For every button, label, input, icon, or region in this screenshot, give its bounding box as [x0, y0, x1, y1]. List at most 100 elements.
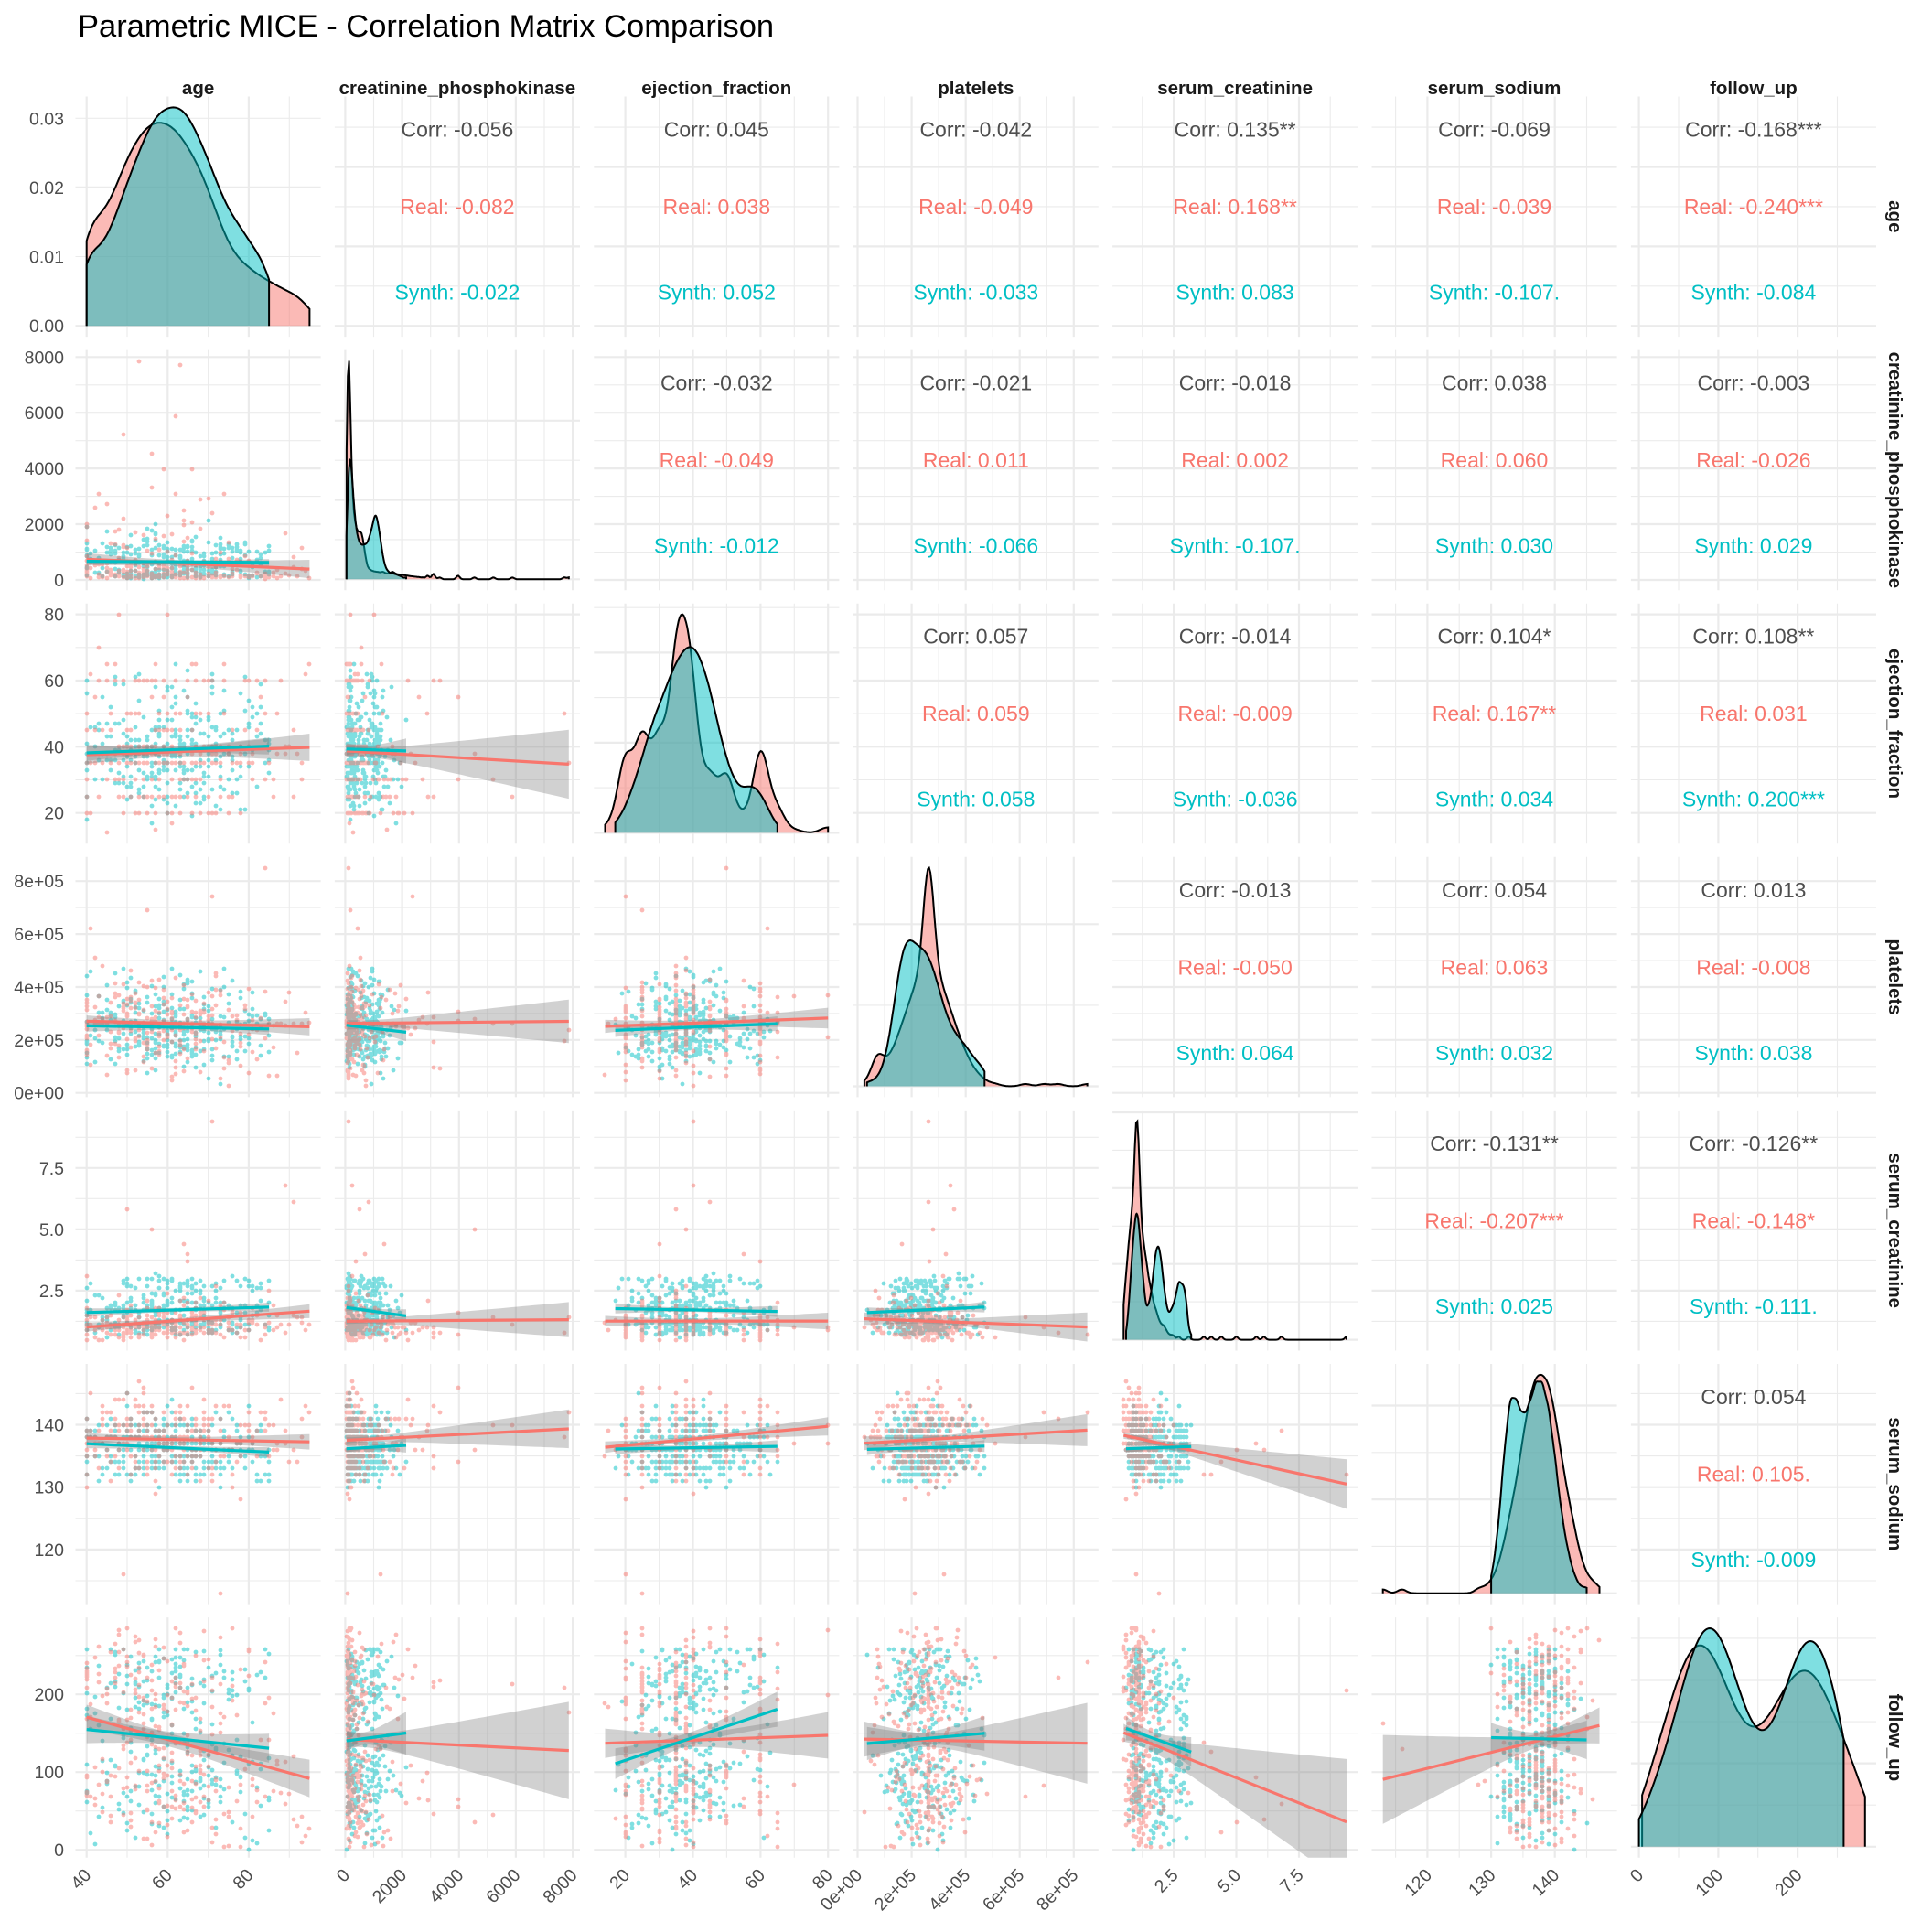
svg-text:Real: 0.063: Real: 0.063 — [1441, 955, 1549, 979]
svg-text:4000: 4000 — [25, 459, 65, 479]
svg-text:age: age — [182, 78, 214, 99]
svg-text:Corr: 0.104*: Corr: 0.104* — [1437, 625, 1551, 649]
svg-text:Real: 0.038: Real: 0.038 — [662, 195, 770, 219]
svg-text:age: age — [1884, 200, 1905, 232]
svg-text:7.5: 7.5 — [39, 1159, 64, 1179]
svg-text:0.02: 0.02 — [29, 178, 64, 199]
svg-text:Synth: 0.200***: Synth: 0.200*** — [1682, 788, 1825, 811]
svg-text:Corr: 0.054: Corr: 0.054 — [1442, 878, 1547, 902]
svg-text:Real: -0.148*: Real: -0.148* — [1692, 1208, 1815, 1232]
svg-text:Real: -0.026: Real: -0.026 — [1696, 448, 1810, 472]
svg-text:130: 130 — [34, 1478, 64, 1498]
svg-text:Synth: -0.012: Synth: -0.012 — [654, 534, 779, 558]
svg-text:Synth: -0.022: Synth: -0.022 — [394, 281, 520, 305]
svg-text:serum_sodium: serum_sodium — [1884, 1417, 1905, 1551]
svg-text:Corr: -0.032: Corr: -0.032 — [660, 371, 773, 395]
svg-text:follow_up: follow_up — [1884, 1694, 1905, 1782]
svg-text:Real: -0.207***: Real: -0.207*** — [1424, 1208, 1563, 1232]
svg-text:platelets: platelets — [938, 78, 1014, 99]
svg-text:Synth: -0.107.: Synth: -0.107. — [1169, 534, 1300, 558]
svg-text:Synth: 0.058: Synth: 0.058 — [917, 788, 1035, 811]
svg-text:0.01: 0.01 — [29, 248, 64, 268]
svg-text:Real: -0.049: Real: -0.049 — [918, 195, 1033, 219]
svg-text:Synth: 0.030: Synth: 0.030 — [1435, 534, 1553, 558]
svg-text:0: 0 — [54, 571, 64, 591]
svg-text:Corr: -0.018: Corr: -0.018 — [1179, 371, 1292, 395]
svg-text:140: 140 — [34, 1416, 64, 1436]
svg-text:Real: 0.167**: Real: 0.167** — [1433, 702, 1557, 725]
svg-text:8000: 8000 — [25, 348, 65, 368]
svg-text:Real: 0.168**: Real: 0.168** — [1173, 195, 1297, 219]
svg-text:40: 40 — [44, 737, 64, 757]
svg-text:2e+05: 2e+05 — [14, 1031, 64, 1051]
svg-text:ejection_fraction: ejection_fraction — [1884, 649, 1905, 799]
svg-text:4e+05: 4e+05 — [14, 978, 64, 998]
svg-text:0e+00: 0e+00 — [14, 1084, 64, 1104]
svg-text:6e+05: 6e+05 — [14, 925, 64, 945]
svg-text:Corr: -0.069: Corr: -0.069 — [1438, 118, 1551, 142]
svg-text:100: 100 — [34, 1763, 64, 1783]
svg-text:Real: 0.002: Real: 0.002 — [1181, 448, 1289, 472]
svg-text:0.03: 0.03 — [29, 109, 64, 129]
svg-text:Real: -0.009: Real: -0.009 — [1177, 702, 1292, 725]
svg-text:0: 0 — [54, 1841, 64, 1861]
svg-text:Synth: -0.009: Synth: -0.009 — [1690, 1548, 1816, 1572]
svg-text:Corr: -0.168***: Corr: -0.168*** — [1685, 118, 1822, 142]
svg-text:platelets: platelets — [1884, 939, 1905, 1015]
svg-text:6000: 6000 — [25, 403, 65, 424]
svg-text:20: 20 — [44, 804, 64, 824]
svg-text:Real: -0.049: Real: -0.049 — [660, 448, 774, 472]
svg-text:Synth: -0.107.: Synth: -0.107. — [1429, 281, 1560, 305]
svg-text:60: 60 — [44, 671, 64, 692]
svg-text:Synth: 0.064: Synth: 0.064 — [1176, 1041, 1294, 1065]
svg-text:Synth: 0.032: Synth: 0.032 — [1435, 1041, 1553, 1065]
svg-text:Corr: -0.013: Corr: -0.013 — [1179, 878, 1292, 902]
svg-text:Real: 0.011: Real: 0.011 — [923, 448, 1029, 472]
svg-text:Real: 0.060: Real: 0.060 — [1441, 448, 1549, 472]
svg-text:Corr: 0.013: Corr: 0.013 — [1701, 878, 1806, 902]
svg-text:Synth: 0.025: Synth: 0.025 — [1435, 1294, 1553, 1318]
svg-text:200: 200 — [34, 1685, 64, 1705]
svg-text:2000: 2000 — [25, 515, 65, 535]
svg-text:Corr: -0.131**: Corr: -0.131** — [1430, 1132, 1559, 1155]
svg-text:Synth: -0.084: Synth: -0.084 — [1690, 281, 1816, 305]
svg-text:Real: 0.059: Real: 0.059 — [922, 702, 1030, 725]
svg-text:Synth: 0.052: Synth: 0.052 — [658, 281, 776, 305]
svg-text:ejection_fraction: ejection_fraction — [641, 78, 791, 99]
svg-text:Corr: -0.014: Corr: -0.014 — [1179, 625, 1292, 649]
svg-text:Real: -0.082: Real: -0.082 — [400, 195, 514, 219]
svg-text:Corr: -0.056: Corr: -0.056 — [402, 118, 514, 142]
svg-text:Synth: -0.111.: Synth: -0.111. — [1690, 1294, 1818, 1318]
svg-text:Real: -0.039: Real: -0.039 — [1437, 195, 1551, 219]
svg-text:serum_creatinine: serum_creatinine — [1884, 1153, 1905, 1308]
svg-text:serum_sodium: serum_sodium — [1428, 78, 1562, 99]
svg-text:creatinine_phosphokinase: creatinine_phosphokinase — [339, 78, 576, 99]
svg-text:Synth: 0.038: Synth: 0.038 — [1694, 1041, 1812, 1065]
svg-text:5.0: 5.0 — [39, 1220, 64, 1240]
svg-text:serum_creatinine: serum_creatinine — [1157, 78, 1313, 99]
svg-text:Real: -0.050: Real: -0.050 — [1177, 955, 1292, 979]
svg-text:Corr: 0.038: Corr: 0.038 — [1442, 371, 1547, 395]
svg-text:2.5: 2.5 — [39, 1282, 64, 1302]
svg-text:Real: -0.008: Real: -0.008 — [1696, 955, 1810, 979]
svg-text:Parametric MICE - Correlation: Parametric MICE - Correlation Matrix Com… — [78, 9, 774, 44]
svg-text:Real: 0.031: Real: 0.031 — [1700, 702, 1808, 725]
svg-text:8e+05: 8e+05 — [14, 872, 64, 892]
svg-text:Corr: 0.108**: Corr: 0.108** — [1692, 625, 1814, 649]
svg-text:creatinine_phosphokinase: creatinine_phosphokinase — [1884, 352, 1905, 589]
svg-text:Real: -0.240***: Real: -0.240*** — [1684, 195, 1823, 219]
svg-text:Corr: -0.021: Corr: -0.021 — [919, 371, 1032, 395]
svg-text:Corr: -0.126**: Corr: -0.126** — [1690, 1132, 1819, 1155]
svg-text:Synth: -0.036: Synth: -0.036 — [1173, 788, 1298, 811]
svg-text:Corr: -0.042: Corr: -0.042 — [919, 118, 1032, 142]
svg-text:Corr: -0.003: Corr: -0.003 — [1698, 371, 1810, 395]
svg-text:Synth: -0.033: Synth: -0.033 — [913, 281, 1038, 305]
svg-text:Corr: 0.057: Corr: 0.057 — [923, 625, 1028, 649]
svg-text:Corr: 0.045: Corr: 0.045 — [664, 118, 769, 142]
svg-text:Synth: 0.083: Synth: 0.083 — [1176, 281, 1294, 305]
svg-text:120: 120 — [34, 1540, 64, 1561]
svg-text:Corr: 0.054: Corr: 0.054 — [1701, 1385, 1806, 1409]
svg-text:Real: 0.105.: Real: 0.105. — [1697, 1463, 1810, 1487]
svg-text:Synth: -0.066: Synth: -0.066 — [913, 534, 1038, 558]
svg-text:0.00: 0.00 — [29, 317, 64, 337]
